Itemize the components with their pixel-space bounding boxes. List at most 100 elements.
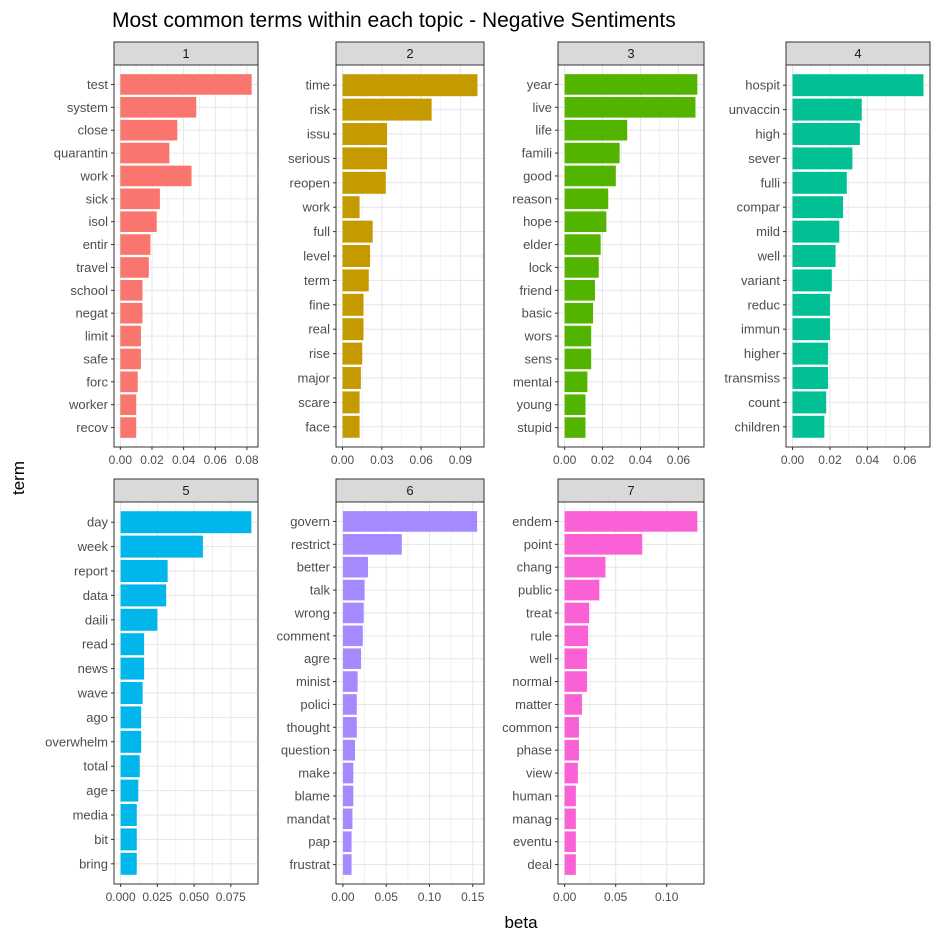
term-label: face <box>305 419 330 434</box>
x-tick-label: 0.10 <box>655 890 679 904</box>
term-label: reopen <box>290 175 330 190</box>
term-label: mild <box>756 224 780 239</box>
term-labels: endem point chang public treat rule well normal… <box>502 514 558 872</box>
term-label: risk <box>310 102 331 117</box>
bar-question <box>342 739 356 761</box>
bar-good <box>564 165 616 187</box>
x-tick-label: 0.05 <box>375 890 399 904</box>
term-label: agre <box>304 651 330 666</box>
bar-wave <box>120 682 143 704</box>
x-axis-title: beta <box>504 913 538 932</box>
term-label: fine <box>309 297 330 312</box>
term-label: work <box>302 200 331 215</box>
facet-panels: 1 test system close quarantin work sick isol ent… <box>45 41 931 904</box>
bar-bit <box>120 828 137 851</box>
term-label: time <box>305 78 330 93</box>
term-label: transmiss <box>724 371 780 386</box>
bar-famili <box>564 142 620 164</box>
term-labels: hospit unvaccin high sever fulli compar mild we… <box>724 78 786 434</box>
bar-school <box>120 280 143 301</box>
x-axis: 0.00 0.05 0.10 0.15 <box>331 884 485 904</box>
x-tick-label: 0.06 <box>893 453 917 467</box>
bar-week <box>120 535 203 558</box>
bar-quarantin <box>120 142 170 164</box>
bar-endem <box>564 511 698 532</box>
term-label: week <box>77 539 109 554</box>
term-label: minist <box>296 674 330 689</box>
bars <box>342 74 478 438</box>
facet-strip-label: 2 <box>406 46 413 61</box>
bar-level <box>342 245 371 267</box>
bar-term <box>342 269 369 292</box>
bar-work <box>120 165 192 187</box>
bar-mild <box>792 220 840 243</box>
term-label: bring <box>79 856 108 871</box>
term-label: daili <box>85 612 108 627</box>
term-label: frustrat <box>290 857 331 872</box>
term-label: quarantin <box>54 146 108 161</box>
bar-sens <box>564 348 592 370</box>
term-label: sick <box>86 191 109 206</box>
term-label: human <box>512 788 552 803</box>
bar-news <box>120 657 145 680</box>
bar-full <box>342 220 373 243</box>
bar-media <box>120 804 137 826</box>
facet-panel-7: 7 endem point chang public treat rule well norma… <box>502 478 705 904</box>
facet-strip: 2 <box>335 41 485 66</box>
term-label: travel <box>76 260 108 275</box>
facet-strip-label: 1 <box>182 46 189 61</box>
bar-matter <box>564 694 582 715</box>
term-label: higher <box>744 346 781 361</box>
x-tick-label: 0.06 <box>409 453 433 467</box>
bar-pap <box>342 831 352 852</box>
term-label: immun <box>741 322 780 337</box>
bar-restrict <box>342 534 402 555</box>
term-label: famili <box>522 146 552 161</box>
bar-total <box>120 755 140 778</box>
bar-day <box>120 511 252 534</box>
x-axis: 0.00 0.05 0.10 <box>553 884 679 904</box>
term-label: negat <box>75 306 108 321</box>
term-label: data <box>83 588 109 603</box>
x-tick-label: 0.00 <box>331 890 355 904</box>
facet-strip-label: 5 <box>182 483 189 498</box>
term-label: comment <box>277 628 331 643</box>
term-label: age <box>86 783 108 798</box>
bar-scare <box>342 391 360 414</box>
bar-transmiss <box>792 367 829 389</box>
facet-panel-6: 6 govern restrict better talk wrong comment agr… <box>277 478 485 904</box>
term-labels: year live life famili good reason hope elder loc… <box>512 77 558 435</box>
term-label: issu <box>307 127 330 142</box>
term-label: make <box>298 766 330 781</box>
bar-system <box>120 97 197 118</box>
term-label: question <box>281 743 330 758</box>
facet-strip: 3 <box>557 41 705 66</box>
bar-work <box>342 196 360 219</box>
bar-elder <box>564 234 601 255</box>
bar-polici <box>342 694 357 715</box>
x-tick-label: 0.04 <box>629 453 653 467</box>
term-label: normal <box>512 674 552 689</box>
bar-human <box>564 785 576 807</box>
bar-serious <box>342 147 388 170</box>
term-label: limit <box>85 329 108 344</box>
term-label: overwhelm <box>45 734 108 749</box>
bar-rule <box>564 625 589 647</box>
bar-overwhelm <box>120 730 142 753</box>
term-label: mandat <box>287 811 331 826</box>
term-label: system <box>67 100 108 115</box>
bar-high <box>792 123 860 145</box>
bar-talk <box>342 579 365 601</box>
term-label: read <box>82 637 108 652</box>
bar-minist <box>342 671 358 692</box>
term-label: total <box>83 759 108 774</box>
term-label: well <box>757 249 781 264</box>
bar-treat <box>564 602 590 624</box>
term-labels: test system close quarantin work sick isol enti… <box>54 77 114 435</box>
term-label: public <box>518 583 552 598</box>
bar-risk <box>342 98 432 121</box>
bar-variant <box>792 269 832 292</box>
term-label: good <box>523 168 552 183</box>
bar-point <box>564 534 643 555</box>
